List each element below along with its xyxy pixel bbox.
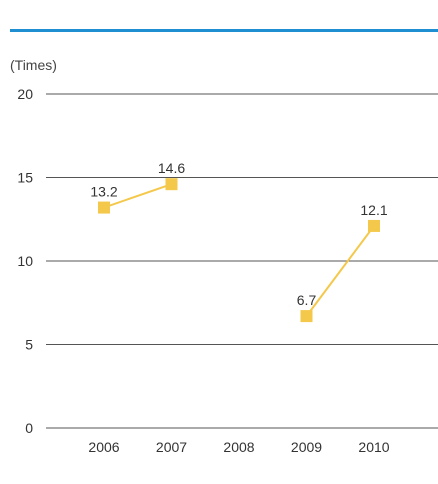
data-point-2009 bbox=[300, 310, 313, 323]
x-tick-label: 2010 bbox=[358, 439, 389, 455]
gridlines bbox=[46, 93, 438, 429]
series-lines bbox=[103, 183, 375, 317]
y-tick-labels: 0 5 10 15 20 bbox=[17, 86, 33, 436]
data-labels: 13.2 14.6 6.7 12.1 bbox=[90, 160, 387, 308]
y-tick-label: 10 bbox=[17, 253, 33, 269]
x-tick-label: 2006 bbox=[88, 439, 119, 455]
top-accent-rule bbox=[10, 29, 438, 32]
y-tick-label: 0 bbox=[25, 420, 33, 436]
y-tick-label: 20 bbox=[17, 86, 33, 102]
series-line-segment bbox=[305, 225, 375, 317]
x-tick-label: 2008 bbox=[223, 439, 254, 455]
data-label-2010: 12.1 bbox=[360, 202, 387, 218]
y-axis-unit-label: (Times) bbox=[10, 57, 57, 73]
data-label-2007: 14.6 bbox=[158, 160, 185, 176]
x-tick-label: 2007 bbox=[156, 439, 187, 455]
series-markers bbox=[98, 178, 380, 323]
x-tick-labels: 2006 2007 2008 2009 2010 bbox=[88, 439, 389, 455]
data-point-2007 bbox=[165, 178, 178, 191]
data-label-2009: 6.7 bbox=[297, 292, 317, 308]
data-point-2006 bbox=[98, 201, 110, 214]
data-point-2010 bbox=[368, 219, 380, 232]
y-tick-label: 15 bbox=[17, 170, 33, 186]
data-label-2006: 13.2 bbox=[90, 184, 117, 200]
y-tick-label: 5 bbox=[25, 337, 33, 353]
series-line-segment bbox=[103, 183, 172, 209]
x-tick-label: 2009 bbox=[291, 439, 322, 455]
